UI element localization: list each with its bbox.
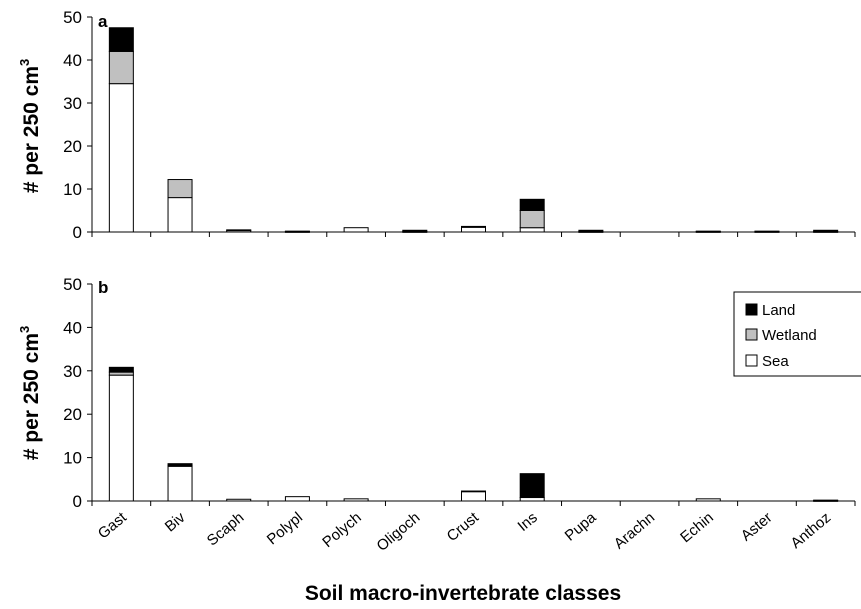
bar-land-echin-a [695, 230, 721, 233]
bar-sea-biv-b [167, 465, 193, 502]
y-axis-title-sup-b: 3 [17, 326, 32, 333]
bar-sea-gast-b [108, 374, 134, 502]
legend-swatch-land [745, 303, 758, 316]
bar-land-anthoz-b [813, 499, 839, 502]
bar-sea-ins-a [519, 227, 545, 233]
legend-item-sea: Sea [745, 353, 789, 370]
legend-item-land: Land [745, 302, 795, 319]
y-axis-title-a: # per 250 cm3 [17, 59, 43, 194]
y-tick-label-a: 10 [63, 180, 82, 199]
y-axis-title-text-b: # per 250 cm [20, 333, 43, 460]
svg-text:# per 250 cm3: # per 250 cm3 [17, 59, 43, 194]
x-axis-title: Soil macro-invertebrate classes [305, 582, 621, 605]
y-tick-label-b: 30 [63, 362, 82, 381]
panel-label-a: a [98, 12, 108, 31]
legend-label-wetland: Wetland [762, 327, 817, 344]
bar-wetland-biv-a [167, 179, 193, 199]
bar-land-pupa-a [578, 229, 604, 233]
panel-b: 0 10 20 30 40 50 Gast Biv Scaph Polypl Polych Oligo… [17, 275, 856, 555]
x-tick-label-arachn: Arachn [611, 509, 658, 553]
bar-sea-polych-b [343, 498, 369, 502]
bar-sea-biv-a [167, 197, 193, 233]
bar-land-gast-b [108, 366, 134, 373]
bar-sea-gast-a [108, 83, 134, 233]
bar-sea-polych-a [343, 227, 369, 233]
y-axis-title-sup-a: 3 [17, 59, 32, 66]
bar-sea-ins-b [519, 497, 545, 502]
panel-label-b: b [98, 278, 108, 297]
y-tick-label-b: 20 [63, 405, 82, 424]
bar-wetland-scaph-a [226, 229, 252, 232]
y-tick-label-a: 20 [63, 137, 82, 156]
x-tick-label-pupa: Pupa [562, 509, 600, 545]
y-tick-label-b: 0 [73, 492, 82, 511]
panel-a: 0 10 20 30 40 50 a # per 250 cm3 [17, 8, 856, 242]
y-tick-label-a: 0 [73, 223, 82, 242]
y-tick-label-b: 50 [63, 275, 82, 294]
x-tick-label-gast: Gast [95, 509, 131, 543]
x-tick-label-polych: Polych [319, 509, 364, 551]
y-axis-title-text-a: # per 250 cm [20, 66, 43, 193]
bar-land-aster-a [754, 230, 780, 233]
bar-sea-crust-a [461, 226, 486, 233]
x-tick-label-polypl: Polypl [264, 509, 306, 548]
bar-land-ins-a [519, 198, 545, 212]
bar-land-crust-b [461, 490, 486, 493]
bar-land-polypl-a [284, 230, 310, 233]
bar-sea-echin-b [695, 498, 721, 502]
svg-text:# per 250 cm3: # per 250 cm3 [17, 326, 43, 461]
bar-wetland-gast-a [108, 50, 134, 85]
bar-land-anthoz-a [813, 229, 839, 233]
bar-sea-scaph-b [226, 498, 252, 502]
y-tick-label-a: 40 [63, 51, 82, 70]
y-tick-label-a: 30 [63, 94, 82, 113]
x-tick-label-anthoz: Anthoz [788, 509, 835, 552]
x-tick-label-ins: Ins [515, 509, 541, 535]
legend-swatch-wetland [745, 328, 758, 341]
x-tick-label-aster: Aster [738, 509, 776, 545]
bar-land-oligoch-a [402, 229, 428, 233]
y-tick-label-a: 50 [63, 8, 82, 27]
bar-land-biv-b [167, 463, 193, 466]
legend-label-sea: Sea [762, 353, 789, 370]
x-tick-label-oligoch: Oligoch [373, 509, 423, 555]
bar-sea-crust-b [461, 490, 486, 502]
x-tick-label-scaph: Scaph [204, 509, 248, 549]
bar-wetland-ins-a [519, 210, 545, 229]
x-tick-label-crust: Crust [444, 509, 483, 546]
bar-sea-polypl-b [284, 496, 310, 502]
y-tick-label-b: 10 [63, 449, 82, 468]
bar-wetland-crust-a [461, 225, 486, 228]
x-tick-label-biv: Biv [162, 509, 189, 536]
y-axis-title-b: # per 250 cm3 [17, 326, 43, 461]
plot-area-a: 0 10 20 30 40 50 [63, 8, 856, 242]
bar-land-ins-b [519, 473, 545, 499]
legend: Land Wetland Sea [733, 291, 861, 377]
x-tick-label-echin: Echin [677, 509, 717, 546]
legend-swatch-sea [745, 354, 758, 367]
legend-label-land: Land [762, 302, 795, 319]
y-tick-label-b: 40 [63, 318, 82, 337]
legend-item-wetland: Wetland [745, 327, 817, 344]
bar-land-gast-a [108, 27, 134, 52]
